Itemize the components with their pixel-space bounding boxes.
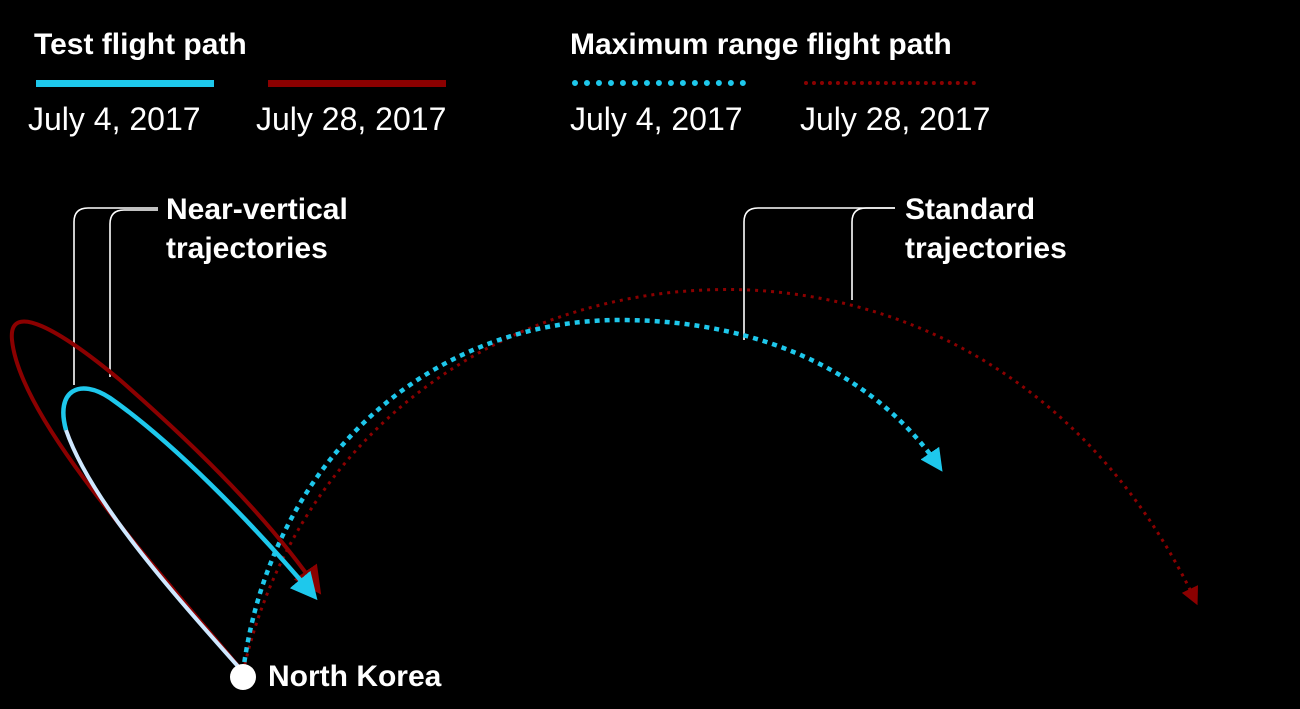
legend-date-test-july4: July 4, 2017: [28, 101, 201, 137]
legend-max-range-title: Maximum range flight path: [570, 28, 952, 61]
legend-swatch-test-july4: [36, 80, 214, 87]
origin-label: North Korea: [268, 660, 442, 693]
legend-swatch-max-july4: [572, 80, 746, 86]
leader-near-vertical-outer: [73, 207, 158, 385]
legend-swatch-max-july28: [804, 81, 976, 85]
test-path-july28: [9, 319, 322, 674]
test-path-july4-ascent: [64, 429, 245, 674]
annotation-near-vertical-line2: trajectories: [166, 232, 328, 265]
annotation-standard: Standard trajectories: [905, 190, 1067, 268]
test-path-july4: [61, 386, 318, 601]
legend-swatch-test-july28: [268, 80, 446, 87]
max-range-path-july28: [241, 288, 1198, 673]
leader-standard-outer: [743, 207, 895, 340]
origin-point: [230, 664, 256, 690]
annotation-standard-line1: Standard: [905, 193, 1036, 226]
legend-test-title: Test flight path: [34, 28, 247, 61]
leader-standard-inner: [851, 207, 895, 300]
legend-date-max-july28: July 28, 2017: [800, 101, 991, 137]
max-range-path-july4: [240, 317, 943, 673]
annotation-standard-line2: trajectories: [905, 232, 1067, 265]
annotation-near-vertical: Near-vertical trajectories: [166, 190, 348, 268]
leader-near-vertical-inner: [109, 209, 158, 377]
legend-date-test-july28: July 28, 2017: [256, 101, 447, 137]
legend-date-max-july4: July 4, 2017: [570, 101, 743, 137]
annotation-near-vertical-line1: Near-vertical: [166, 193, 348, 226]
